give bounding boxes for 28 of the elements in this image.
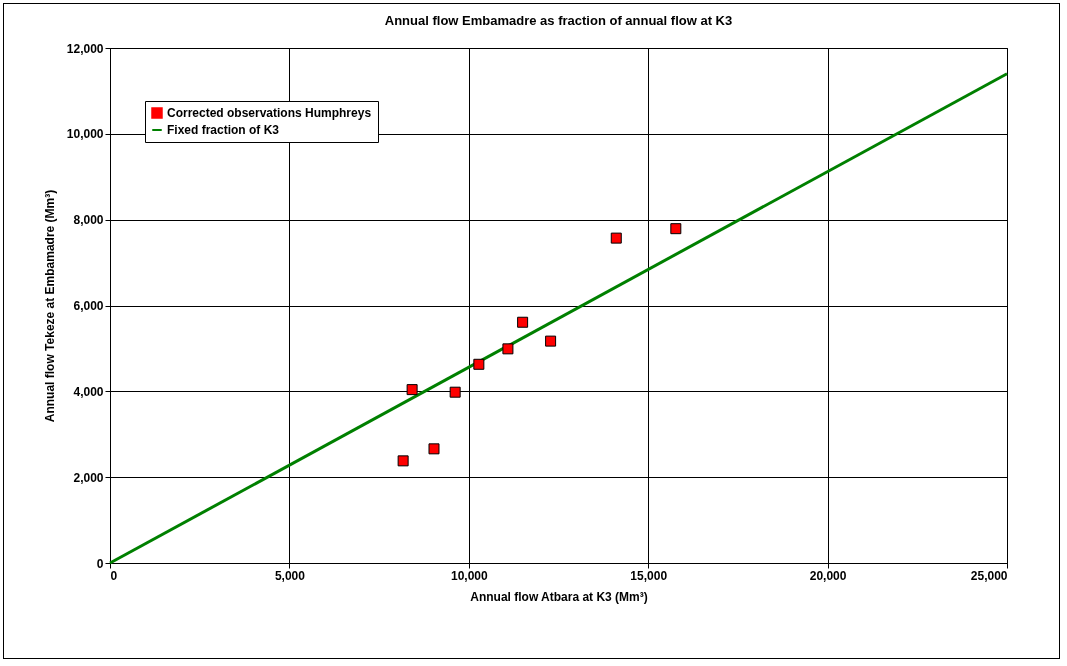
point [473, 358, 485, 370]
point [610, 232, 622, 244]
point [406, 384, 418, 396]
legend-label: Corrected observations Humphreys [167, 106, 372, 120]
y-tick-label: 10,000 [66, 127, 104, 142]
y-tick-label: 2,000 [73, 470, 104, 485]
chart-title: Annual flow Embamadre as fraction of annual flow at K3 [384, 13, 733, 28]
x-tick-label: 0 [110, 568, 118, 583]
x-tick-label: 20,000 [809, 568, 847, 583]
point [517, 316, 529, 328]
point [397, 455, 409, 467]
x-tick-label: 25,000 [970, 568, 1008, 583]
point [502, 343, 514, 355]
x-tick-label: 5,000 [274, 568, 306, 583]
y-tick-label: 6,000 [73, 299, 104, 313]
legend-label: Fixed fraction of K3 [167, 123, 280, 137]
x-axis-title: Annual flow Atbara at K3 (Mm³) [470, 589, 648, 604]
point [670, 223, 682, 235]
x-tick-label: 15,000 [630, 568, 668, 583]
y-axis-title: Annual flow Tekeze at Embamadre (Mm³) [42, 189, 57, 423]
x-tick-label: 10,000 [450, 568, 488, 583]
point [449, 386, 461, 398]
y-tick-label: 12,000 [66, 41, 104, 56]
y-tick-label: 4,000 [73, 384, 104, 399]
y-tick-label: 8,000 [73, 213, 104, 228]
point [545, 335, 557, 347]
y-tick-label: 0 [96, 556, 104, 571]
point [428, 443, 440, 455]
